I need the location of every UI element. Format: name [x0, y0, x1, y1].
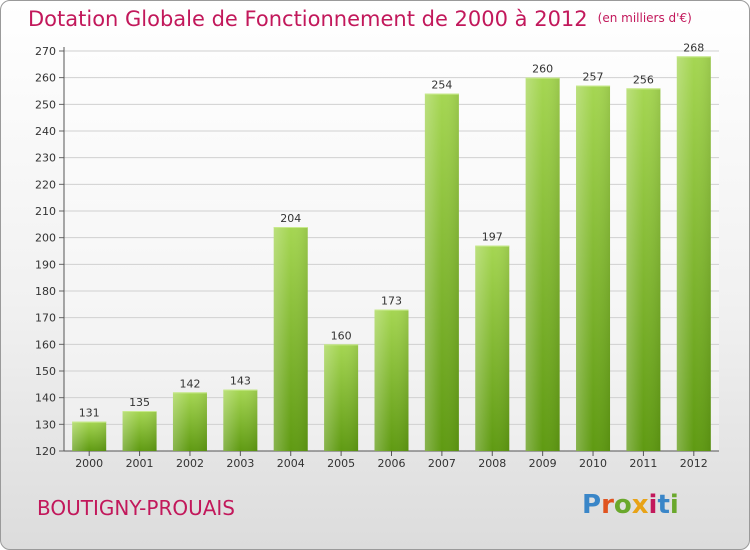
- y-tick-label: 130: [35, 418, 56, 431]
- x-tick-label-2002: 2002: [176, 457, 204, 470]
- x-tick-label-2008: 2008: [478, 457, 506, 470]
- data-label-2003: 143: [230, 375, 251, 388]
- y-tick-label: 170: [35, 312, 56, 325]
- bar-shade-2012: [676, 56, 711, 451]
- data-label-2001: 135: [129, 396, 150, 409]
- y-tick-label: 190: [35, 258, 56, 271]
- logo-letter: P: [582, 490, 602, 520]
- y-tick-label: 200: [35, 232, 56, 245]
- data-label-2010: 257: [583, 71, 604, 84]
- x-tick-label-2004: 2004: [277, 457, 305, 470]
- bar-shade-2001: [122, 411, 157, 451]
- data-label-2002: 142: [179, 377, 200, 390]
- y-tick-label: 230: [35, 152, 56, 165]
- y-tick-label: 260: [35, 72, 56, 85]
- x-tick-label-2010: 2010: [579, 457, 607, 470]
- y-tick-label: 210: [35, 205, 56, 218]
- bar-shade-2011: [626, 88, 661, 451]
- data-label-2012: 268: [683, 41, 704, 54]
- data-label-2011: 256: [633, 73, 654, 86]
- x-tick-label-2000: 2000: [75, 457, 103, 470]
- bar-shade-2008: [475, 245, 510, 451]
- bar-shade-2009: [525, 77, 560, 452]
- logo-letter: t: [657, 490, 670, 520]
- chart-title: Dotation Globale de Fonctionnement de 20…: [28, 7, 692, 31]
- x-tick-label-2005: 2005: [327, 457, 355, 470]
- bar-shade-2006: [374, 309, 409, 451]
- bar-shade-2000: [72, 421, 107, 451]
- x-tick-label-2001: 2001: [126, 457, 154, 470]
- x-tick-label-2011: 2011: [629, 457, 657, 470]
- data-label-2005: 160: [331, 329, 352, 342]
- x-tick-label-2003: 2003: [226, 457, 254, 470]
- chart-subtitle: (en milliers d'€): [597, 11, 692, 25]
- logo-letter: o: [613, 490, 632, 520]
- logo-letter: x: [631, 490, 649, 520]
- bar-shade-2010: [576, 85, 611, 452]
- y-tick-label: 160: [35, 338, 56, 351]
- data-label-2004: 204: [280, 212, 301, 225]
- bar-shade-2005: [324, 344, 359, 451]
- bar-shade-2002: [172, 392, 207, 451]
- x-tick-label-2009: 2009: [529, 457, 557, 470]
- data-label-2006: 173: [381, 295, 402, 308]
- y-tick-label: 180: [35, 285, 56, 298]
- data-label-2000: 131: [79, 407, 100, 420]
- proxiti-logo: Proxiti: [582, 490, 679, 520]
- x-tick-label-2006: 2006: [378, 457, 406, 470]
- bar-shade-2004: [273, 227, 308, 451]
- y-tick-label: 250: [35, 98, 56, 111]
- logo-letter: i: [648, 490, 658, 520]
- data-label-2007: 254: [431, 79, 452, 92]
- x-tick-label-2007: 2007: [428, 457, 456, 470]
- y-tick-label: 140: [35, 392, 56, 405]
- y-tick-label: 120: [35, 445, 56, 458]
- x-tick-label-2012: 2012: [680, 457, 708, 470]
- city-name: BOUTIGNY-PROUAIS: [37, 496, 235, 520]
- bar-shade-2003: [223, 389, 258, 451]
- y-tick-label: 220: [35, 178, 56, 191]
- y-tick-label: 150: [35, 365, 56, 378]
- y-tick-label: 240: [35, 125, 56, 138]
- data-label-2008: 197: [482, 231, 503, 244]
- data-label-2009: 260: [532, 63, 553, 76]
- logo-letter: r: [601, 490, 614, 520]
- bar-shade-2007: [424, 93, 459, 452]
- y-tick-label: 270: [35, 45, 56, 58]
- chart-title-text: Dotation Globale de Fonctionnement de 20…: [28, 7, 588, 31]
- logo-letter: i: [669, 490, 679, 520]
